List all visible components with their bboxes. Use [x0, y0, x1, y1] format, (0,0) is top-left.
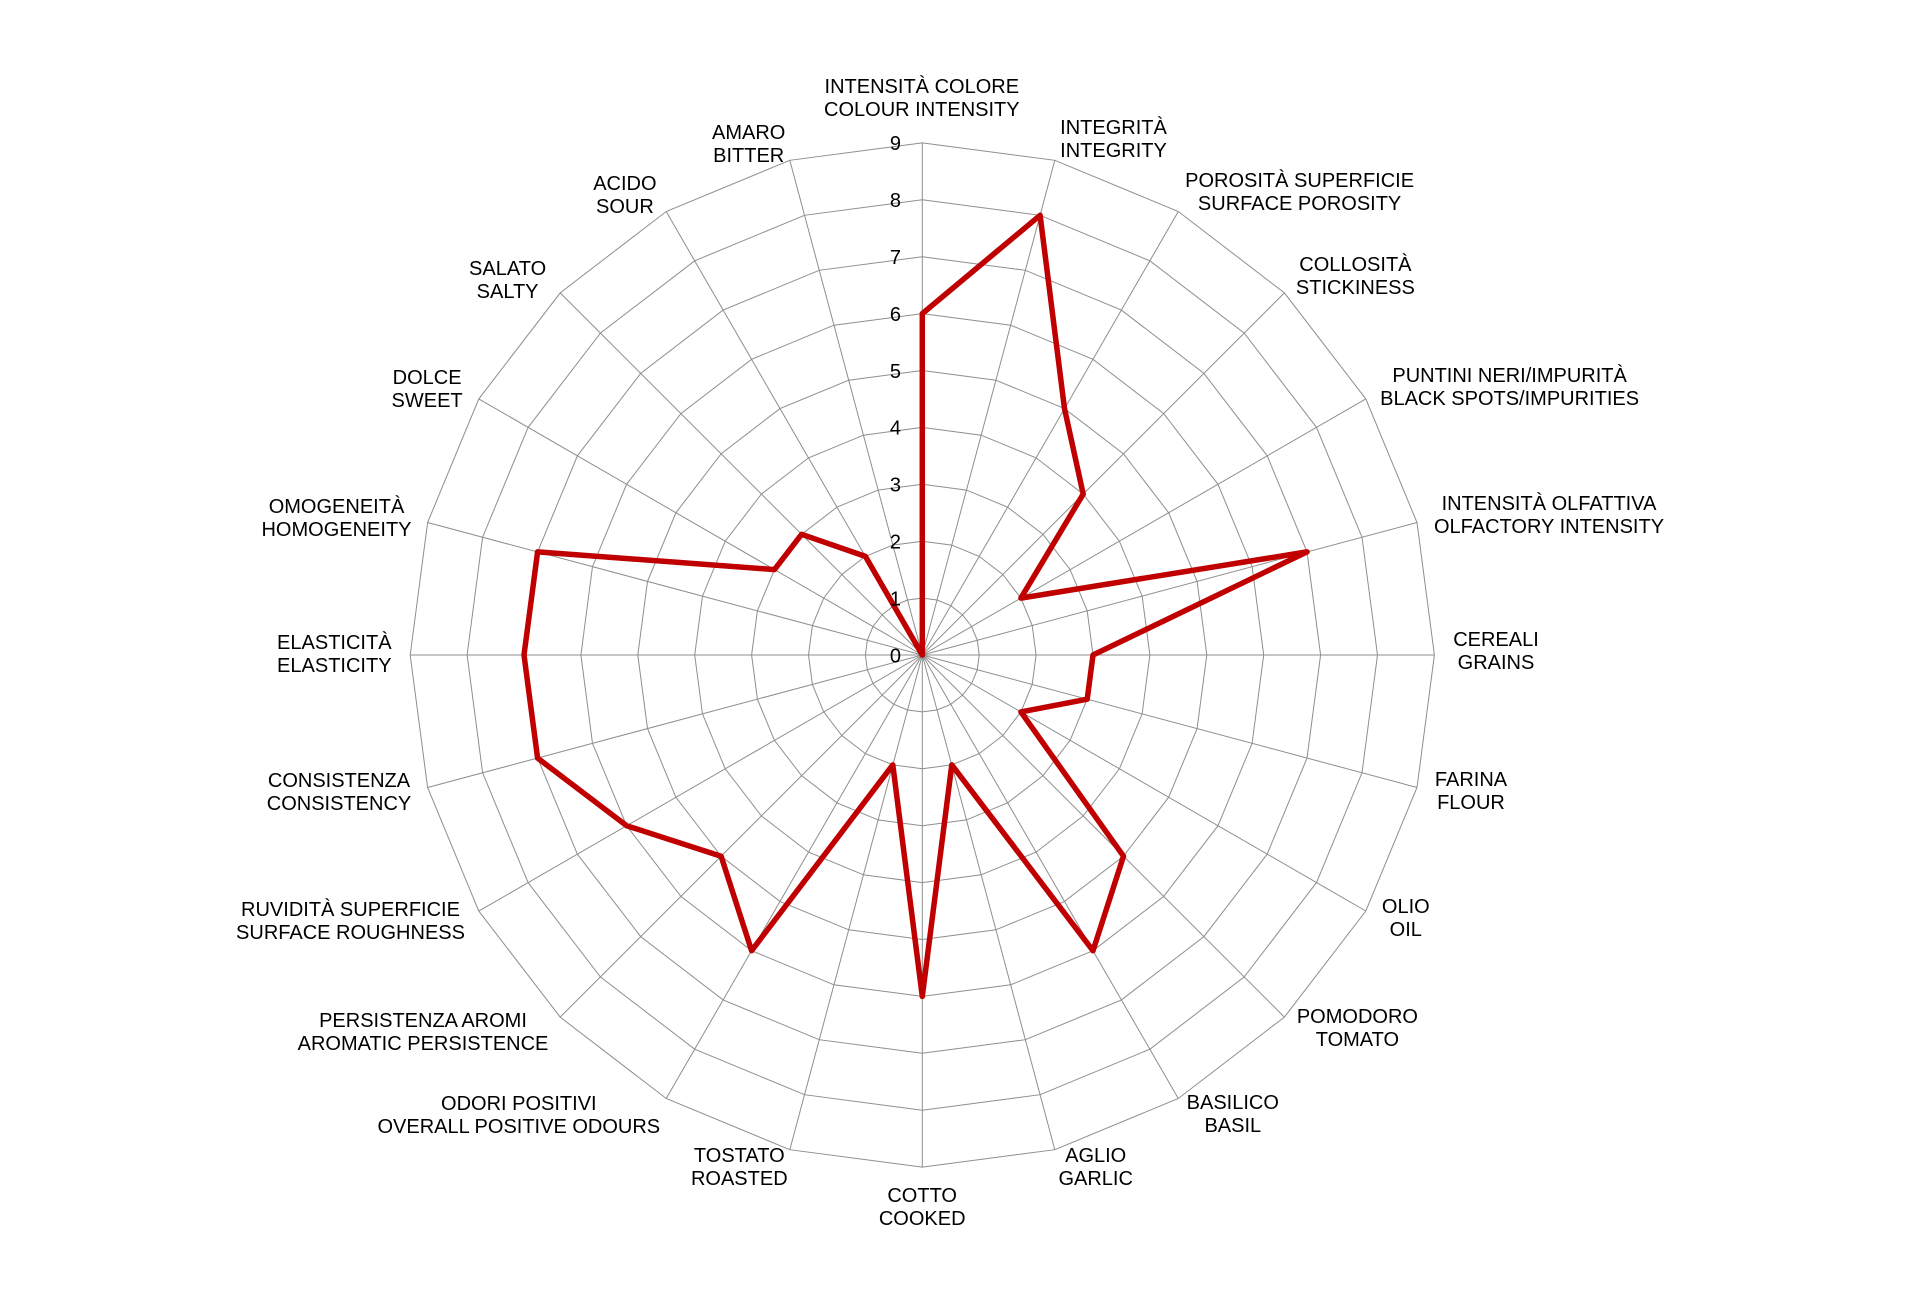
svg-text:5: 5	[890, 361, 901, 383]
svg-text:4: 4	[890, 418, 901, 440]
svg-text:1: 1	[890, 588, 901, 610]
svg-text:2: 2	[890, 532, 901, 554]
svg-text:3: 3	[890, 475, 901, 497]
svg-text:7: 7	[890, 247, 901, 269]
svg-text:9: 9	[890, 133, 901, 155]
svg-text:0: 0	[890, 645, 901, 667]
svg-text:6: 6	[890, 304, 901, 326]
svg-text:8: 8	[890, 190, 901, 212]
